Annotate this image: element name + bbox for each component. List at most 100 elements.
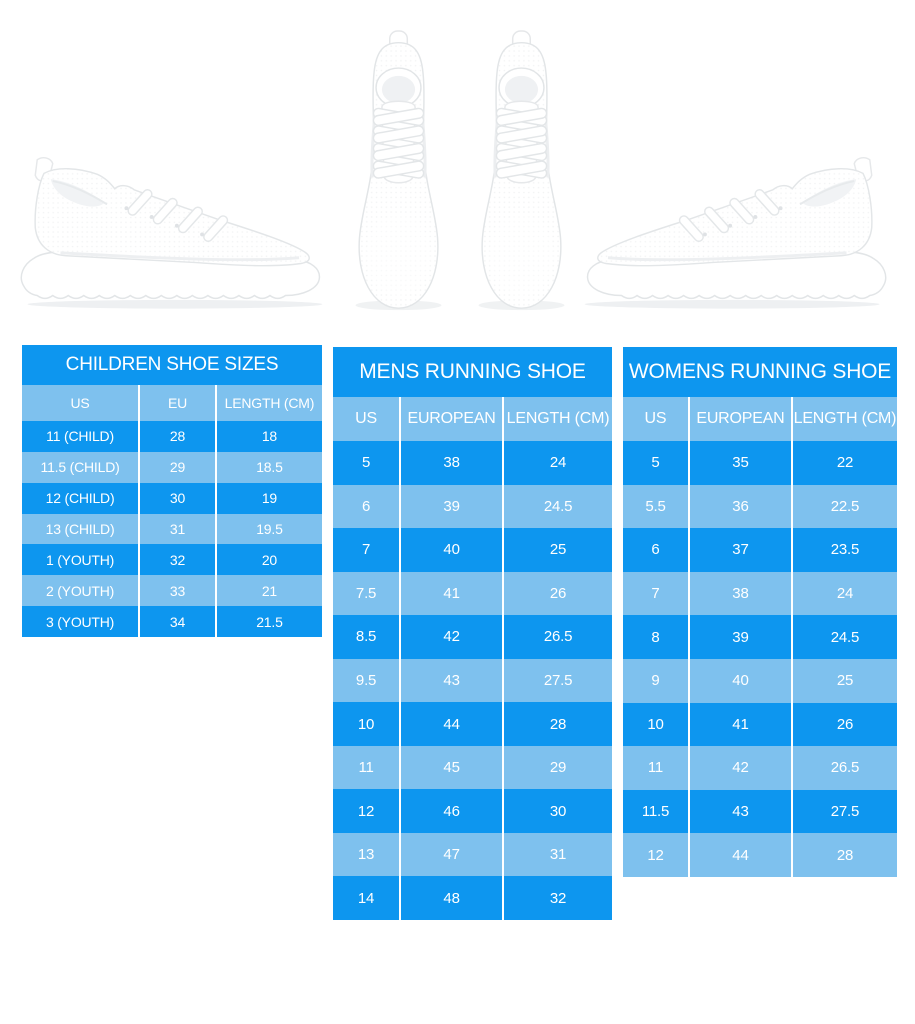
table-row: 3 (YOUTH) 34 21.5	[22, 606, 322, 638]
table-cell: 7.5	[355, 584, 377, 602]
table-cell: 7	[651, 585, 660, 603]
table-cell: 42	[399, 615, 502, 659]
table-cell: 45	[399, 745, 502, 790]
table-row: 6 39 24.5	[333, 484, 612, 529]
table-cell: 22	[790, 441, 897, 485]
table-cell: 10	[357, 715, 375, 733]
table-cell: 29	[138, 451, 215, 483]
table-cell: 39	[687, 615, 791, 659]
table-cell: 25	[502, 528, 612, 572]
table-row: 10 41 26	[623, 702, 897, 747]
mens-table-title: MENS RUNNING SHOE	[333, 347, 612, 397]
column-header-eu: EU	[138, 385, 215, 421]
table-cell: 24	[790, 571, 897, 616]
table-cell: 43	[399, 658, 502, 703]
table-row: 14 48 32	[333, 876, 612, 921]
table-row: 12 44 28	[623, 833, 897, 877]
table-cell: 28	[790, 833, 897, 877]
table-cell: 11.5 (CHILD)	[40, 459, 120, 476]
mens-column-header-row: US EUROPEAN LENGTH (CM)	[333, 397, 612, 441]
table-cell: 35	[687, 441, 791, 485]
table-row: 12 (CHILD) 30 19	[22, 482, 322, 514]
table-cell: 8.5	[355, 628, 377, 646]
table-cell: 43	[687, 789, 791, 834]
children-table-body: 11 (CHILD) 28 18 11.5 (CHILD) 29 18.5 12 (CHIL…	[22, 421, 322, 638]
table-cell: 21	[214, 575, 322, 607]
womens-table-body: 5 35 22 5.5 36 22.5 6 37 23.5 7 38 24 8 39 24.5 9 40 25 10…	[623, 441, 897, 877]
table-cell: 12 (CHILD)	[45, 490, 115, 507]
table-row: 13 47 31	[333, 832, 612, 877]
table-cell: 27.5	[790, 789, 897, 834]
womens-size-table: WOMENS RUNNING SHOE US EUROPEAN LENGTH (CM…	[623, 347, 897, 877]
table-cell: 7	[361, 541, 371, 559]
table-row: 9.5 43 27.5	[333, 658, 612, 703]
table-cell: 41	[687, 702, 791, 747]
table-cell: 30	[502, 789, 612, 833]
column-header-us: US	[644, 410, 667, 427]
table-cell: 26.5	[790, 746, 897, 790]
column-header-european: EUROPEAN	[687, 397, 791, 441]
table-row: 5 38 24	[333, 441, 612, 485]
table-cell: 20	[214, 544, 322, 576]
table-cell: 40	[399, 528, 502, 572]
table-row: 11.5 (CHILD) 29 18.5	[22, 451, 322, 483]
column-header-length-cm: LENGTH (CM)	[790, 397, 897, 441]
table-cell: 29	[502, 745, 612, 790]
table-cell: 1 (YOUTH)	[45, 551, 115, 568]
table-cell: 28	[502, 702, 612, 746]
table-row: 7 40 25	[333, 528, 612, 572]
womens-table-title: WOMENS RUNNING SHOE	[623, 347, 897, 397]
table-cell: 13 (CHILD)	[45, 521, 115, 537]
table-cell: 6	[651, 541, 660, 559]
table-row: 1 (YOUTH) 32 20	[22, 544, 322, 576]
table-cell: 2 (YOUTH)	[45, 582, 115, 599]
children-size-table: CHILDREN SHOE SIZES US EU LENGTH (CM) 11 (…	[22, 345, 322, 638]
table-cell: 38	[399, 441, 502, 485]
table-cell: 3 (YOUTH)	[45, 613, 115, 630]
table-row: 11 45 29	[333, 745, 612, 790]
table-cell: 11 (CHILD)	[46, 428, 114, 445]
table-row: 7 38 24	[623, 571, 897, 616]
table-cell: 39	[399, 484, 502, 529]
table-cell: 23.5	[790, 528, 897, 572]
column-header-us: US	[70, 395, 90, 411]
table-cell: 5.5	[645, 497, 666, 515]
table-cell: 25	[790, 658, 897, 703]
table-cell: 34	[138, 606, 215, 638]
table-row: 10 44 28	[333, 702, 612, 746]
table-row: 12 46 30	[333, 789, 612, 833]
table-row: 7.5 41 26	[333, 571, 612, 616]
table-cell: 5	[361, 454, 371, 472]
table-cell: 33	[138, 575, 215, 607]
mens-table-body: 5 38 24 6 39 24.5 7 40 25 7.5 41 26 8.5 42 26.5 9.5 43 27…	[333, 441, 612, 921]
mens-size-table: MENS RUNNING SHOE US EUROPEAN LENGTH (CM) …	[333, 347, 612, 921]
table-cell: 26	[790, 702, 897, 747]
table-cell: 5	[651, 454, 660, 472]
table-row: 2 (YOUTH) 33 21	[22, 575, 322, 607]
table-row: 13 (CHILD) 31 19.5	[22, 513, 322, 545]
table-cell: 26.5	[502, 615, 612, 659]
table-cell: 24	[502, 441, 612, 485]
table-cell: 24.5	[790, 615, 897, 659]
table-cell: 37	[687, 528, 791, 572]
table-row: 5 35 22	[623, 441, 897, 485]
table-cell: 24.5	[502, 484, 612, 529]
table-row: 5.5 36 22.5	[623, 484, 897, 529]
table-cell: 40	[687, 658, 791, 703]
table-cell: 27.5	[502, 658, 612, 703]
column-header-us: US	[355, 410, 377, 427]
table-cell: 32	[502, 876, 612, 921]
table-cell: 19	[214, 482, 322, 514]
table-row: 8.5 42 26.5	[333, 615, 612, 659]
table-cell: 11	[358, 759, 374, 777]
table-cell: 30	[138, 482, 215, 514]
table-cell: 44	[687, 833, 791, 877]
table-cell: 38	[687, 571, 791, 616]
table-row: 11.5 43 27.5	[623, 789, 897, 834]
table-cell: 47	[399, 832, 502, 877]
column-header-length-cm: LENGTH (CM)	[214, 385, 322, 421]
table-row: 11 (CHILD) 28 18	[22, 421, 322, 452]
table-cell: 42	[687, 746, 791, 790]
table-cell: 12	[647, 846, 664, 864]
